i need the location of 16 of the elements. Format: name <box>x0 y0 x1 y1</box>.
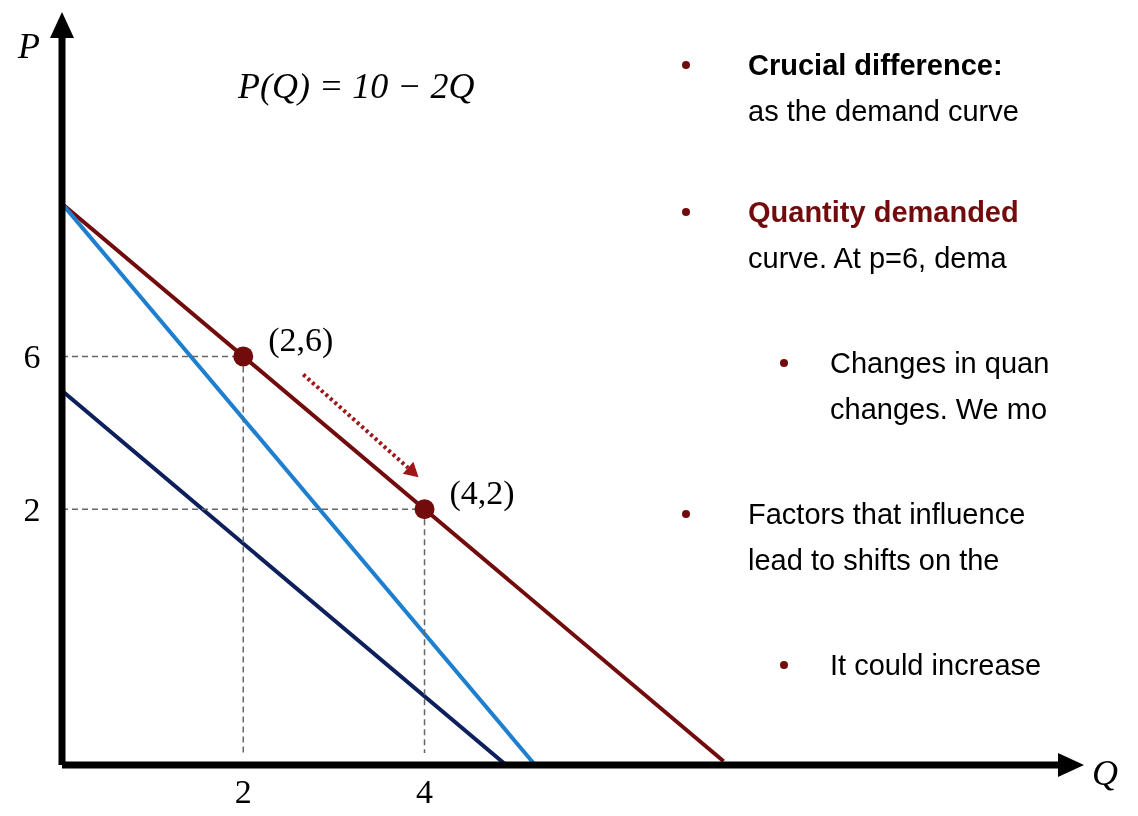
annotation: lead to shifts on the <box>748 544 1000 576</box>
annotation: It could increase <box>830 649 1042 681</box>
y-tick-label: 6 <box>23 338 41 376</box>
annotation: curve. At p=6, dema <box>748 242 1008 274</box>
annotation: (4,2) <box>449 474 515 513</box>
annotation: changes. We mo <box>830 393 1048 425</box>
x-axis-title: Q <box>1092 753 1118 793</box>
annotation: Changes in quan <box>830 347 1050 379</box>
annotation: (2,6) <box>268 321 334 360</box>
annotation: Crucial difference: <box>748 49 1003 81</box>
annotation: Factors that influence <box>748 498 1026 530</box>
annotation: P(Q) = 10 − 2Q <box>237 66 475 106</box>
y-axis-title: P <box>17 26 40 66</box>
annotation: Quantity demanded <box>748 196 1019 228</box>
annotation: as the demand curve <box>748 95 1019 127</box>
x-tick-label: 4 <box>416 773 434 810</box>
